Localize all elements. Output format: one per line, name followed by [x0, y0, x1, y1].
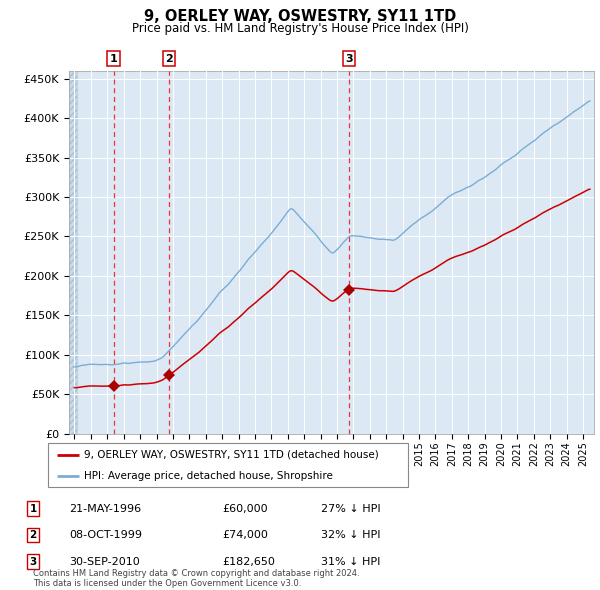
Text: 2: 2 [29, 530, 37, 540]
Text: Contains HM Land Registry data © Crown copyright and database right 2024.
This d: Contains HM Land Registry data © Crown c… [33, 569, 359, 588]
Text: 9, OERLEY WAY, OSWESTRY, SY11 1TD (detached house): 9, OERLEY WAY, OSWESTRY, SY11 1TD (detac… [84, 450, 379, 460]
Text: 27% ↓ HPI: 27% ↓ HPI [321, 504, 380, 513]
FancyBboxPatch shape [48, 442, 408, 487]
Text: 1: 1 [110, 54, 118, 64]
Text: 21-MAY-1996: 21-MAY-1996 [69, 504, 141, 513]
Text: 9, OERLEY WAY, OSWESTRY, SY11 1TD: 9, OERLEY WAY, OSWESTRY, SY11 1TD [144, 9, 456, 24]
Text: 08-OCT-1999: 08-OCT-1999 [69, 530, 142, 540]
Text: 3: 3 [346, 54, 353, 64]
Text: 3: 3 [29, 557, 37, 566]
Text: 30-SEP-2010: 30-SEP-2010 [69, 557, 140, 566]
Text: 1: 1 [29, 504, 37, 513]
Text: £182,650: £182,650 [222, 557, 275, 566]
Text: £74,000: £74,000 [222, 530, 268, 540]
Text: HPI: Average price, detached house, Shropshire: HPI: Average price, detached house, Shro… [84, 471, 333, 481]
Text: Price paid vs. HM Land Registry's House Price Index (HPI): Price paid vs. HM Land Registry's House … [131, 22, 469, 35]
Text: 2: 2 [165, 54, 173, 64]
Bar [69, 63, 77, 434]
Text: 32% ↓ HPI: 32% ↓ HPI [321, 530, 380, 540]
Text: £60,000: £60,000 [222, 504, 268, 513]
Text: 31% ↓ HPI: 31% ↓ HPI [321, 557, 380, 566]
